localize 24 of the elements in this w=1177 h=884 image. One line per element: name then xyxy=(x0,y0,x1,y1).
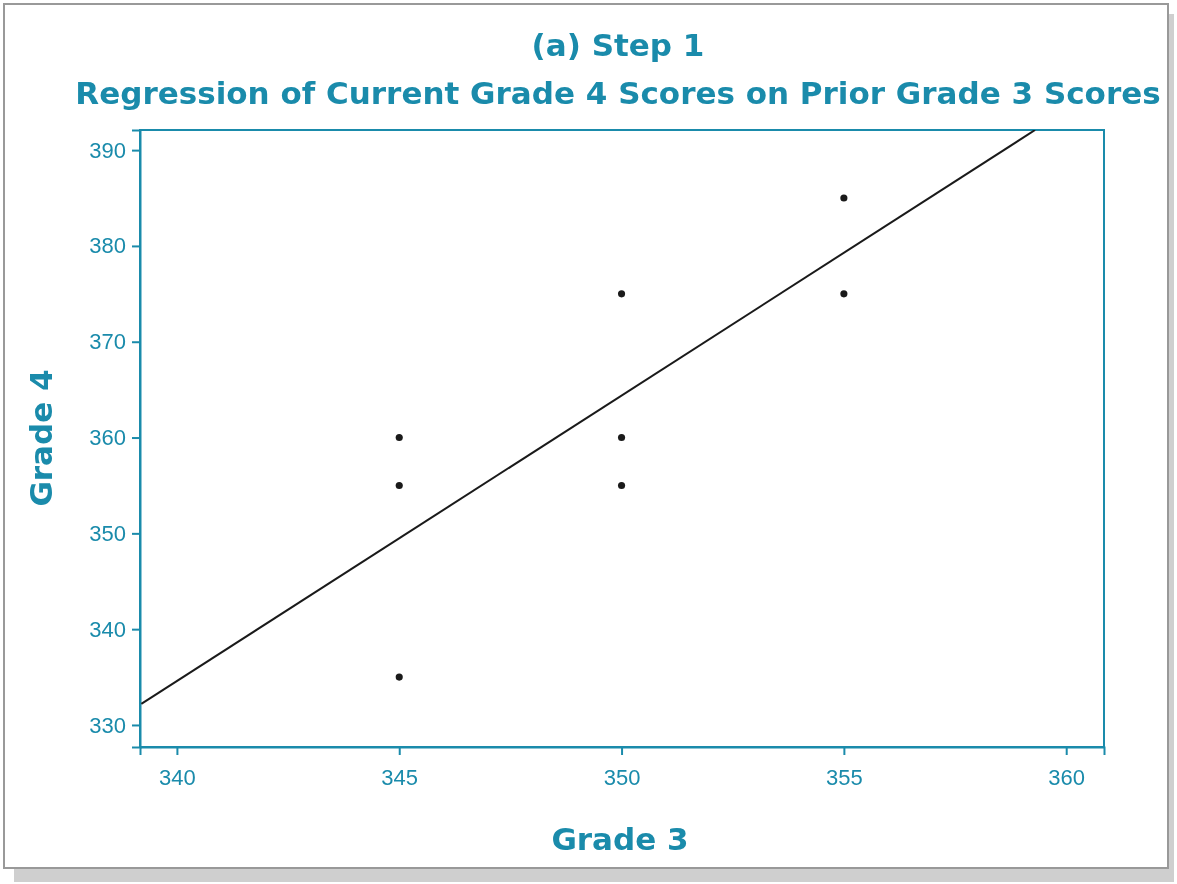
y-tick-label: 330 xyxy=(89,712,126,738)
x-tick-label: 345 xyxy=(381,764,419,790)
chart-title: (a) Step 1 xyxy=(531,27,705,63)
y-axis-title: Grade 4 xyxy=(23,369,59,507)
y-tick-label: 360 xyxy=(89,425,126,451)
y-tick-label: 370 xyxy=(89,329,126,355)
x-axis-title: Grade 3 xyxy=(551,821,689,857)
point xyxy=(395,481,403,490)
point xyxy=(840,290,848,298)
x-tick-label: 355 xyxy=(826,764,863,790)
point xyxy=(840,194,848,202)
x-tick-label: 350 xyxy=(603,764,641,790)
point xyxy=(617,433,626,442)
x-tick-label: 340 xyxy=(159,764,196,790)
point xyxy=(617,481,626,490)
y-tick-label: 380 xyxy=(89,233,126,259)
y-tick-label: 350 xyxy=(89,520,126,546)
point xyxy=(617,290,626,298)
y-tick-label: 390 xyxy=(89,137,126,163)
y-tick-label: 340 xyxy=(89,616,126,642)
point xyxy=(395,433,403,442)
x-tick-label: 360 xyxy=(1048,764,1086,790)
point xyxy=(395,673,403,681)
chart-subtitle: Regression of Current Grade 4 Scores on Prior Grade 3 Scores xyxy=(75,75,1161,111)
